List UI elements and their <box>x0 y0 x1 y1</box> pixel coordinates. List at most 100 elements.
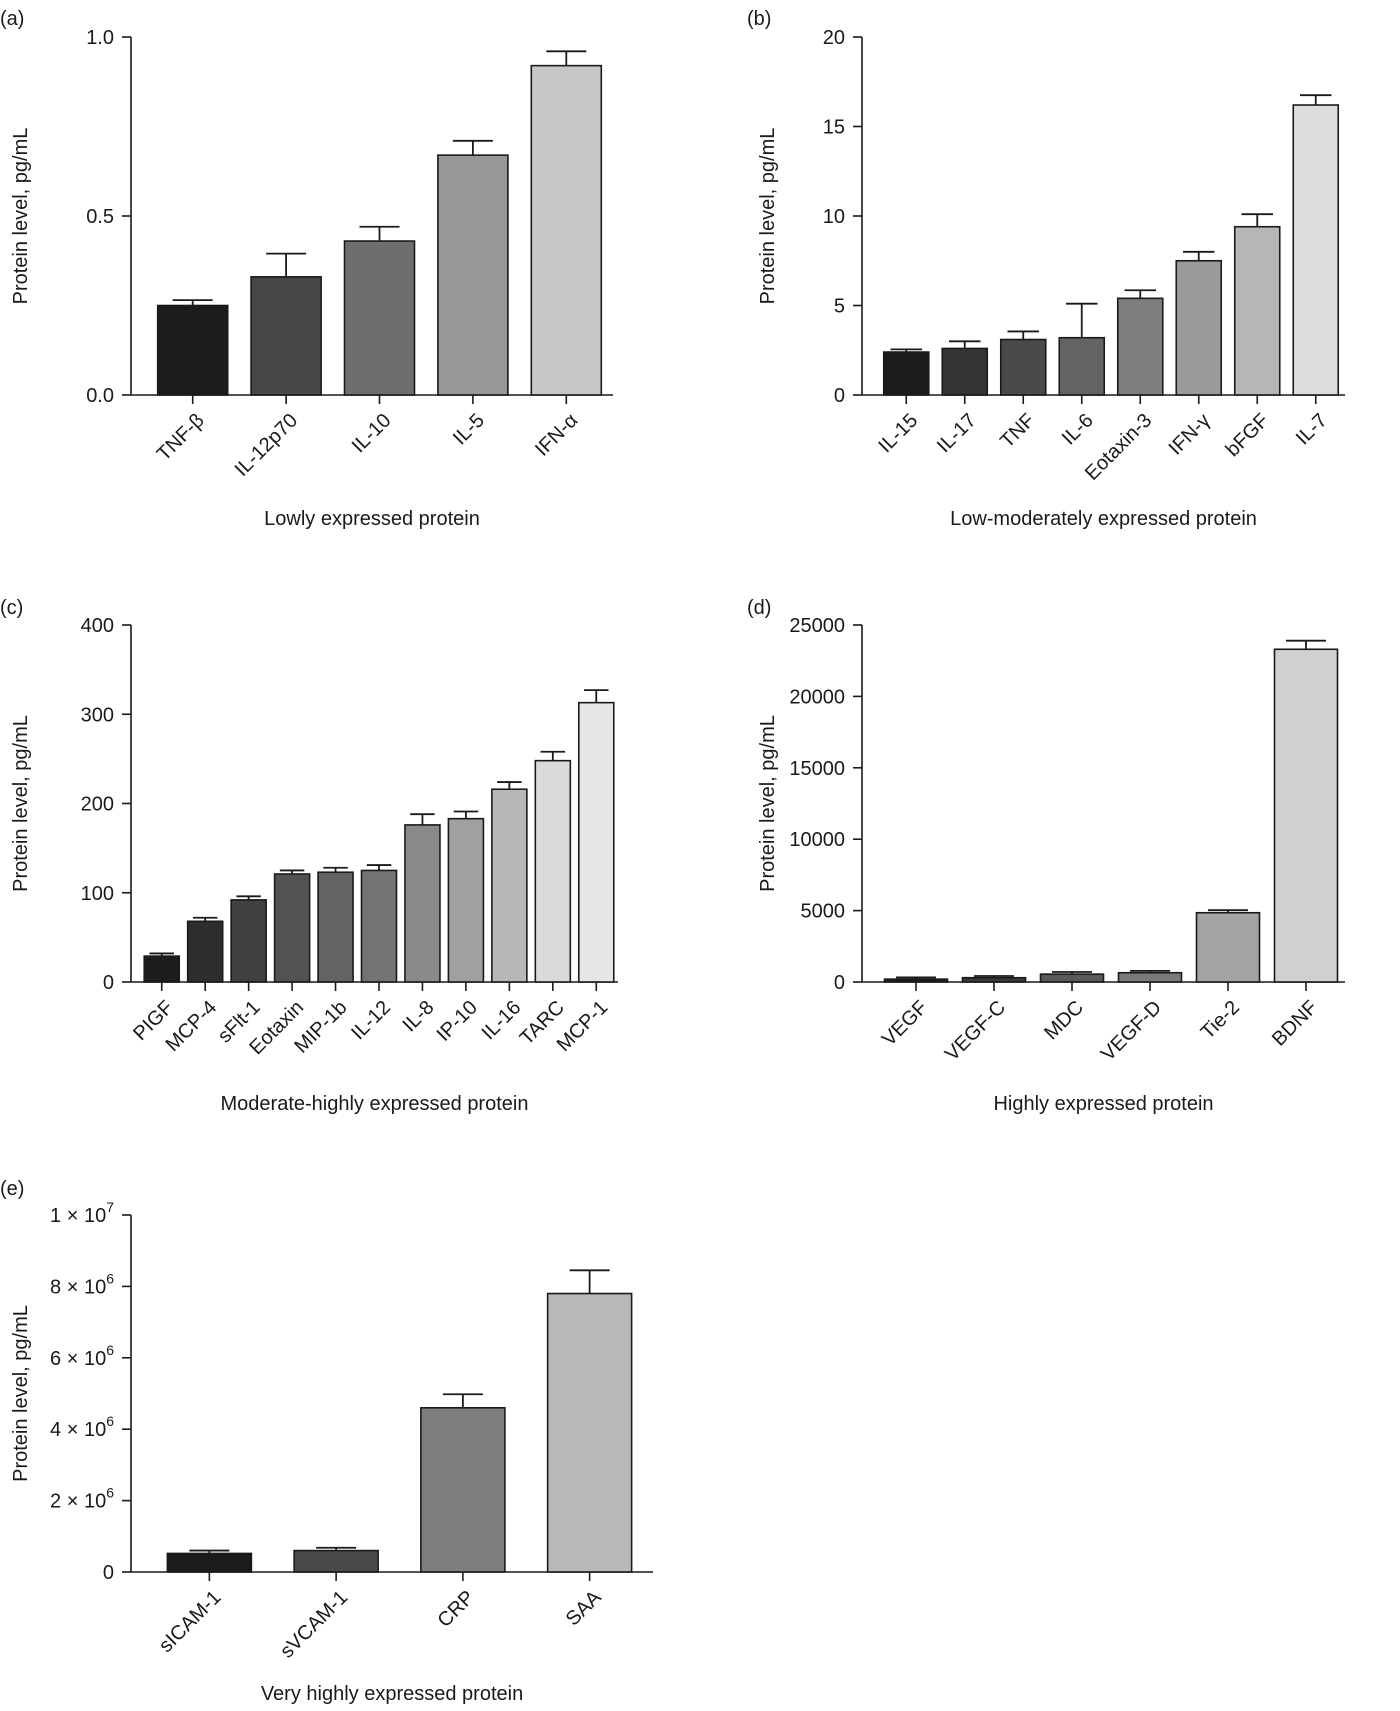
y-axis-title: Protein level, pg/mL <box>10 715 32 892</box>
bar-IL-8 <box>404 824 441 983</box>
x-tick-label: IL-17 <box>933 409 981 457</box>
y-tick-label: 100 <box>81 883 114 905</box>
error-bar-IL-15 <box>890 348 922 353</box>
panel-label-b: (b) <box>747 8 771 30</box>
y-tick-label: 8 × 106 <box>50 1270 114 1298</box>
error-bar-Eotaxin <box>279 869 305 875</box>
panel-label-e: (e) <box>0 1178 24 1200</box>
error-bar-IL-6 <box>1066 302 1098 338</box>
bar-IL-7 <box>1292 104 1340 396</box>
panel-label-a: (a) <box>0 8 24 30</box>
error-bar-IL-8 <box>410 813 435 825</box>
y-tick-label: 0 <box>834 385 845 407</box>
y-tick-label: 4 × 106 <box>50 1413 114 1441</box>
error-bar-IL-12p70 <box>266 252 307 277</box>
bar-IL-16 <box>491 788 528 983</box>
bar-IL-15 <box>882 351 930 396</box>
y-tick-label: 25000 <box>789 615 845 637</box>
bar-VEGF-C <box>961 976 1027 983</box>
x-tick-label: CRP <box>433 1586 478 1631</box>
bar-sICAM-1 <box>166 1552 253 1573</box>
bar-TARC <box>534 759 572 983</box>
bar-IL-12 <box>360 869 398 983</box>
bar-IFN-γ <box>1175 259 1223 396</box>
bar-TNF-β <box>156 304 229 396</box>
y-tick-label: 0.0 <box>86 385 114 407</box>
y-tick-label: 1.0 <box>86 27 114 49</box>
y-tick-label: 6 × 106 <box>50 1342 114 1370</box>
error-bar-IL-16 <box>497 781 522 790</box>
bar-MDC <box>1039 973 1105 983</box>
error-bar-VEGF <box>896 976 936 980</box>
y-tick-label: 0 <box>834 972 845 994</box>
bar-IL-17 <box>941 347 989 396</box>
y-tick-label: 5 <box>834 296 845 318</box>
y-tick-label: 0 <box>103 972 114 994</box>
error-bar-PIGF <box>149 952 174 957</box>
error-bar-IL-7 <box>1300 94 1332 106</box>
x-tick-label: IP-10 <box>433 996 482 1045</box>
x-tick-label: IL-12p70 <box>231 409 302 480</box>
error-bar-TARC <box>540 750 566 761</box>
x-tick-label: TNF-β <box>153 409 209 465</box>
x-tick-label: SAA <box>562 1586 606 1630</box>
error-bar-IL-5 <box>452 139 493 156</box>
error-bar-IL-10 <box>359 225 400 242</box>
bar-BDNF <box>1273 648 1339 983</box>
x-axis-title: Low-moderately expressed protein <box>950 508 1257 530</box>
y-tick-label: 2 × 106 <box>50 1485 114 1513</box>
x-tick-label: MDC <box>1040 996 1088 1044</box>
y-tick-label: 300 <box>81 704 114 726</box>
y-tick-label: 1 × 107 <box>50 1199 114 1227</box>
error-bar-IL-17 <box>949 340 981 349</box>
bar-IL-6 <box>1058 336 1106 396</box>
error-bar-sICAM-1 <box>189 1549 230 1554</box>
error-bar-VEGF-D <box>1130 969 1170 973</box>
x-axis-title: Highly expressed protein <box>993 1093 1213 1115</box>
bar-MCP-1 <box>577 701 615 983</box>
x-tick-label: VEGF-C <box>941 996 1010 1065</box>
chart-panel-c: (c)0100200300400PIGFMCP-4sFlt-1EotaxinMI… <box>0 597 618 1115</box>
y-tick-label: 200 <box>81 794 114 816</box>
bar-VEGF-D <box>1117 971 1183 983</box>
x-tick-label: IL-15 <box>874 409 922 457</box>
bar-IFN-α <box>530 64 603 396</box>
bar-SAA <box>546 1292 633 1573</box>
error-bar-IFN-α <box>546 50 587 66</box>
bar-MCP-4 <box>186 920 224 983</box>
bar-CRP <box>420 1406 506 1573</box>
y-tick-label: 0.5 <box>86 206 114 228</box>
panel-label-d: (d) <box>747 597 771 619</box>
x-tick-label: IFN-γ <box>1165 409 1215 459</box>
y-tick-label: 400 <box>81 615 114 637</box>
x-tick-label: IFN-α <box>531 409 582 460</box>
x-tick-label: VEGF-D <box>1097 996 1166 1065</box>
chart-panel-e: (e) 0 2 × 106 4 × 106 6 × 106 8 × 106 1 × 107 s… <box>0 1178 653 1705</box>
error-bar-Tie-2 <box>1208 909 1248 913</box>
bar-IL-10 <box>343 240 416 396</box>
x-tick-label: Tie-2 <box>1197 996 1244 1043</box>
x-tick-label: bFGF <box>1222 409 1274 461</box>
y-axis-title: Protein level, pg/mL <box>757 715 779 892</box>
error-bar-SAA <box>569 1269 610 1294</box>
bar-MIP-1b <box>317 871 354 983</box>
x-tick-label: TNF <box>996 409 1039 452</box>
error-bar-CRP <box>442 1393 483 1408</box>
bar-IL-5 <box>437 154 509 396</box>
error-bar-MCP-4 <box>192 916 218 922</box>
y-axis-title: Protein level, pg/mL <box>10 1305 32 1482</box>
error-bar-IP-10 <box>453 810 479 819</box>
chart-panel-a: (a) 0.0 0.5 1.0 TNF-β IL-12p70 IL-10 IL-5 IFN-α P… <box>0 8 613 530</box>
x-tick-label: VEGF <box>878 996 932 1050</box>
x-axis-title: Lowly expressed protein <box>264 508 480 530</box>
chart-panel-d: (d) 0 5000 10000 15000 20000 25000 VEGF VEGF-C MD… <box>747 597 1345 1115</box>
bar-Eotaxin-3 <box>1116 297 1164 396</box>
y-tick-label: 10 <box>823 206 845 228</box>
error-bar-sFlt-1 <box>236 895 261 900</box>
error-bar-VEGF-C <box>974 975 1014 978</box>
error-bar-TNF-β <box>172 299 213 306</box>
y-axis-title: Protein level, pg/mL <box>10 128 32 305</box>
bar-sFlt-1 <box>230 899 267 983</box>
y-tick-label: 15 <box>823 117 845 139</box>
